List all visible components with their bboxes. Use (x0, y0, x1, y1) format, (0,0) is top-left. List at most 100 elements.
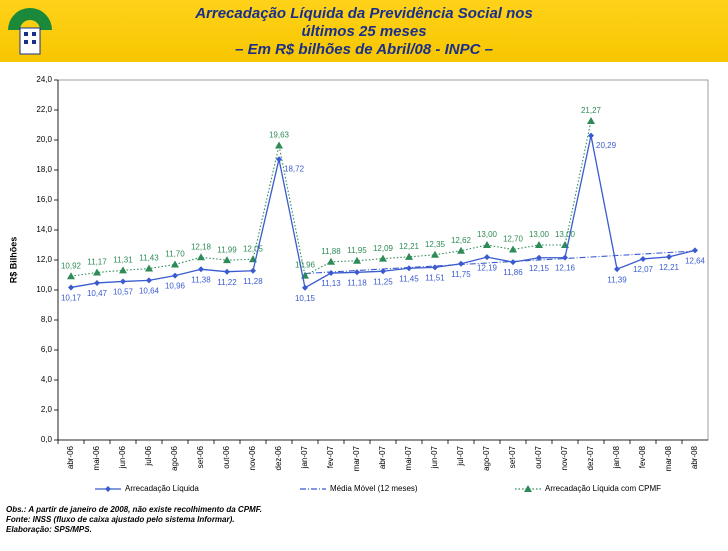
point (172, 272, 178, 279)
point (68, 284, 74, 291)
x-tick-label: mar-07 (352, 445, 361, 471)
footnote: Obs.: A partir de janeiro de 2008, não e… (6, 505, 262, 514)
point (535, 241, 543, 248)
value-label: 11,31 (113, 255, 133, 264)
y-tick-label: 16,0 (36, 195, 52, 204)
value-label: 10,92 (61, 261, 82, 270)
value-label: 21,27 (581, 106, 602, 115)
point (510, 259, 516, 266)
y-tick-label: 8,0 (41, 315, 53, 324)
value-label: 10,47 (87, 289, 108, 298)
point (198, 266, 204, 273)
value-label: 12,07 (633, 265, 654, 274)
subtitle: – Em R$ bilhões de Abril/08 - INPC – (235, 41, 493, 58)
point (119, 266, 127, 274)
footnote: Elaboração: SPS/MPS. (6, 525, 92, 534)
legend-item: Arrecadação Líquida com CPMF (515, 484, 661, 493)
y-tick-label: 4,0 (41, 375, 53, 384)
value-label: 12,19 (477, 263, 498, 272)
title-line: últimos 25 meses (301, 23, 426, 40)
point (94, 279, 100, 286)
value-label: 11,45 (399, 274, 419, 283)
value-label: 11,39 (607, 275, 627, 284)
point (562, 254, 568, 261)
y-tick-label: 24,0 (36, 75, 52, 84)
value-label: 10,57 (113, 288, 134, 297)
title-line: Arrecadação Líquida da Previdência Socia… (194, 5, 533, 22)
point (640, 255, 646, 262)
point (354, 269, 360, 276)
x-tick-label: ago-07 (482, 445, 491, 470)
point (250, 267, 256, 274)
point (379, 254, 387, 262)
logo (8, 8, 52, 55)
point (120, 278, 126, 285)
value-label: 10,96 (165, 282, 186, 291)
value-label: 11,28 (243, 277, 263, 286)
legend-label: Arrecadação Líquida com CPMF (545, 484, 661, 493)
point (524, 485, 532, 492)
point (276, 156, 282, 163)
value-label: 11,88 (321, 247, 341, 256)
value-label: 12,09 (373, 244, 394, 253)
value-label: 11,51 (425, 273, 445, 282)
point (405, 252, 413, 260)
value-label: 13,00 (477, 230, 498, 239)
value-label: 12,21 (399, 242, 420, 251)
point (67, 272, 75, 280)
value-label: 13,00 (555, 230, 576, 239)
value-label: 10,64 (139, 287, 160, 296)
value-label: 11,13 (321, 279, 341, 288)
point (93, 268, 101, 276)
x-tick-label: dez-06 (274, 445, 283, 470)
x-tick-label: abr-07 (378, 445, 387, 469)
point (406, 265, 412, 272)
header-band (0, 0, 728, 62)
value-label: 10,96 (295, 261, 316, 270)
point (587, 116, 595, 124)
value-label: 10,15 (295, 294, 316, 303)
point (484, 254, 490, 261)
value-label: 11,22 (217, 278, 237, 287)
value-label: 12,15 (529, 264, 550, 273)
point (509, 245, 517, 253)
value-label: 11,25 (373, 277, 393, 286)
y-tick-label: 22,0 (36, 105, 52, 114)
value-label: 11,99 (217, 245, 237, 254)
point (223, 256, 231, 264)
x-tick-label: fev-08 (638, 445, 647, 468)
value-label: 11,38 (191, 275, 211, 284)
x-tick-label: jul-07 (456, 445, 465, 466)
x-tick-label: abr-06 (66, 445, 75, 469)
value-label: 12,70 (503, 235, 524, 244)
value-label: 12,21 (659, 263, 680, 272)
value-label: 11,75 (451, 270, 471, 279)
value-label: 11,70 (165, 250, 185, 259)
point (457, 246, 465, 254)
x-tick-label: dez-07 (586, 445, 595, 470)
point (666, 253, 672, 260)
y-axis-label: R$ Bilhões (8, 237, 18, 284)
value-label: 12,18 (191, 242, 212, 251)
y-tick-label: 6,0 (41, 345, 53, 354)
y-tick-label: 2,0 (41, 405, 53, 414)
point (224, 268, 230, 275)
point (105, 486, 111, 492)
value-label: 12,16 (555, 264, 576, 273)
y-tick-label: 14,0 (36, 225, 52, 234)
value-label: 11,95 (347, 246, 367, 255)
footnote: Fonte: INSS (fluxo de caixa ajustado pel… (6, 515, 235, 524)
x-tick-label: mai-06 (92, 445, 101, 470)
point (483, 241, 491, 248)
value-label: 11,17 (87, 258, 107, 267)
x-tick-label: mar-08 (664, 445, 673, 471)
point (145, 264, 153, 272)
point (353, 256, 361, 264)
value-label: 12,35 (425, 240, 446, 249)
point (431, 250, 439, 258)
value-label: 12,62 (451, 236, 472, 245)
x-tick-label: out-06 (222, 445, 231, 468)
y-tick-label: 0,0 (41, 435, 53, 444)
point (432, 264, 438, 271)
